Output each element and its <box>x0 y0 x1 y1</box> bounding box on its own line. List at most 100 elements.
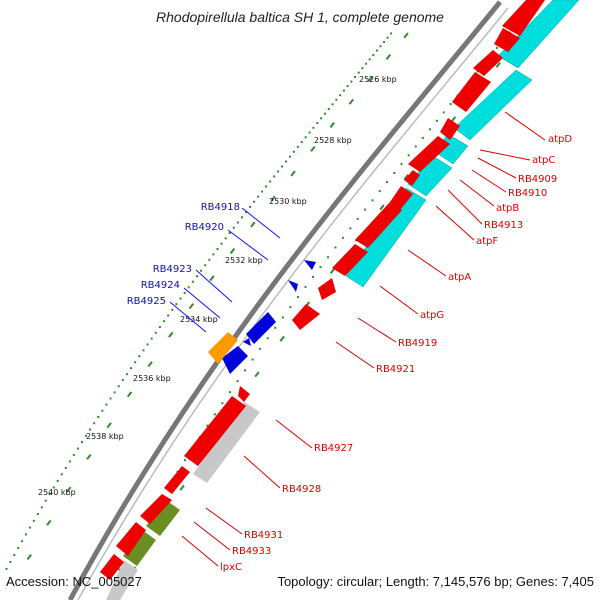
cds-RB4923 <box>246 312 276 344</box>
scale-dot <box>24 533 27 536</box>
cds-RB4918 <box>304 260 316 270</box>
inner-dot <box>349 227 352 230</box>
scale-tick <box>385 53 391 60</box>
label-RB4931: RB4931 <box>244 530 283 541</box>
scale-dot <box>48 493 51 496</box>
scale-dotted-ring <box>5 31 523 573</box>
label-atpB: atpB <box>496 203 519 214</box>
scale-dot <box>208 258 211 261</box>
cds-RB4933 <box>116 522 146 556</box>
label-atpC: atpC <box>532 155 555 166</box>
scale-dot <box>191 280 194 283</box>
scale-dot <box>265 185 268 188</box>
scale-dot <box>125 373 128 376</box>
kbp-label-2530: 2530 kbp <box>269 197 307 206</box>
kbp-label-2534: 2534 kbp <box>180 315 218 324</box>
inner-dot <box>228 391 231 394</box>
scale-tick <box>46 519 52 526</box>
scale-tick <box>270 195 276 202</box>
label-RB4921: RB4921 <box>376 364 415 375</box>
label-RB4923: RB4923 <box>153 264 192 275</box>
genome-backbone <box>67 0 502 600</box>
inner-dot <box>289 306 292 309</box>
scale-dot <box>281 165 284 168</box>
cds-atpF <box>355 202 402 248</box>
reverse-labels: RB4918 RB4920 RB4923 RB4924 RB4925 <box>127 202 240 307</box>
genome-title: Rhodopirellula baltica SH 1, complete ge… <box>156 9 444 25</box>
scale-dot <box>109 397 112 400</box>
label-RB4919: RB4919 <box>398 338 437 349</box>
kbp-label-2536: 2536 kbp <box>133 374 171 383</box>
scale-dot <box>224 237 227 240</box>
kbp-label-2526: 2526 kbp <box>359 75 397 84</box>
inner-dot <box>266 337 269 340</box>
scale-dot <box>372 53 375 56</box>
inner-dot <box>206 424 209 427</box>
scale-tick <box>168 331 174 338</box>
scale-dot <box>76 447 79 450</box>
scale-dot <box>142 349 145 352</box>
accession-text: Accession: NC_005027 <box>6 574 142 589</box>
scale-dot <box>9 560 12 563</box>
inner-dot <box>476 70 479 73</box>
scale-dot <box>89 428 92 431</box>
label-RB4918: RB4918 <box>201 202 240 213</box>
scale-dot <box>232 226 235 229</box>
label-atpG: atpG <box>420 310 444 321</box>
scale-dot <box>204 264 207 267</box>
scale-dot <box>36 513 39 516</box>
inner-dot <box>334 246 337 249</box>
scale-dot <box>80 441 83 444</box>
scale-dot <box>339 94 342 97</box>
scale-dot <box>261 190 264 193</box>
label-RB4925: RB4925 <box>127 296 166 307</box>
label-lpxC: lpxC <box>220 562 242 573</box>
inner-dot <box>393 172 396 175</box>
inner-dot <box>496 46 499 49</box>
scale-tick <box>367 76 373 83</box>
scale-dot <box>300 141 303 144</box>
inner-dot <box>421 136 424 139</box>
forward-cds-arrows <box>100 0 545 580</box>
cds-atpC <box>473 50 503 76</box>
cds-atpB <box>404 170 420 186</box>
reverse-cds-arrows <box>222 260 316 374</box>
inner-dot <box>400 163 403 166</box>
cds-RB4927a <box>238 386 250 402</box>
forward-labels: atpD atpC RB4909 RB4910 atpB RB4913 atpF… <box>220 134 572 573</box>
scale-dot <box>253 200 256 203</box>
label-RB4927: RB4927 <box>314 443 353 454</box>
scale-dot <box>167 314 170 317</box>
scale-dot <box>171 308 174 311</box>
scale-dot <box>277 170 280 173</box>
inner-tick <box>254 371 260 378</box>
scale-dot <box>179 297 182 300</box>
scale-dot <box>113 391 116 394</box>
scale-dot <box>236 221 239 224</box>
scale-dot <box>121 379 124 382</box>
inner-dot <box>183 459 186 462</box>
scale-dot <box>64 466 67 469</box>
scale-dot <box>365 62 368 65</box>
inner-dot <box>311 275 314 278</box>
cds-lpxC <box>100 554 124 580</box>
scale-tick <box>126 391 133 398</box>
scale-dot <box>150 337 153 340</box>
forward-leaders <box>181 111 546 567</box>
scale-dot <box>269 180 272 183</box>
kbp-label-2528: 2528 kbp <box>314 136 352 145</box>
scale-dot <box>187 286 190 289</box>
scale-dot <box>72 453 75 456</box>
kbp-label-2538: 2538 kbp <box>86 432 124 441</box>
cds-atpG <box>318 278 336 300</box>
scale-dot <box>368 58 371 61</box>
inner-dot <box>251 358 254 361</box>
scale-dot <box>158 325 161 328</box>
scale-dot <box>117 385 120 388</box>
scale-dot <box>316 122 319 125</box>
inner-dot <box>442 111 445 114</box>
inner-tick <box>450 116 457 123</box>
genome-backbone-inner <box>77 7 509 600</box>
inner-tick <box>379 204 385 211</box>
cds-RB4925 <box>222 346 248 374</box>
